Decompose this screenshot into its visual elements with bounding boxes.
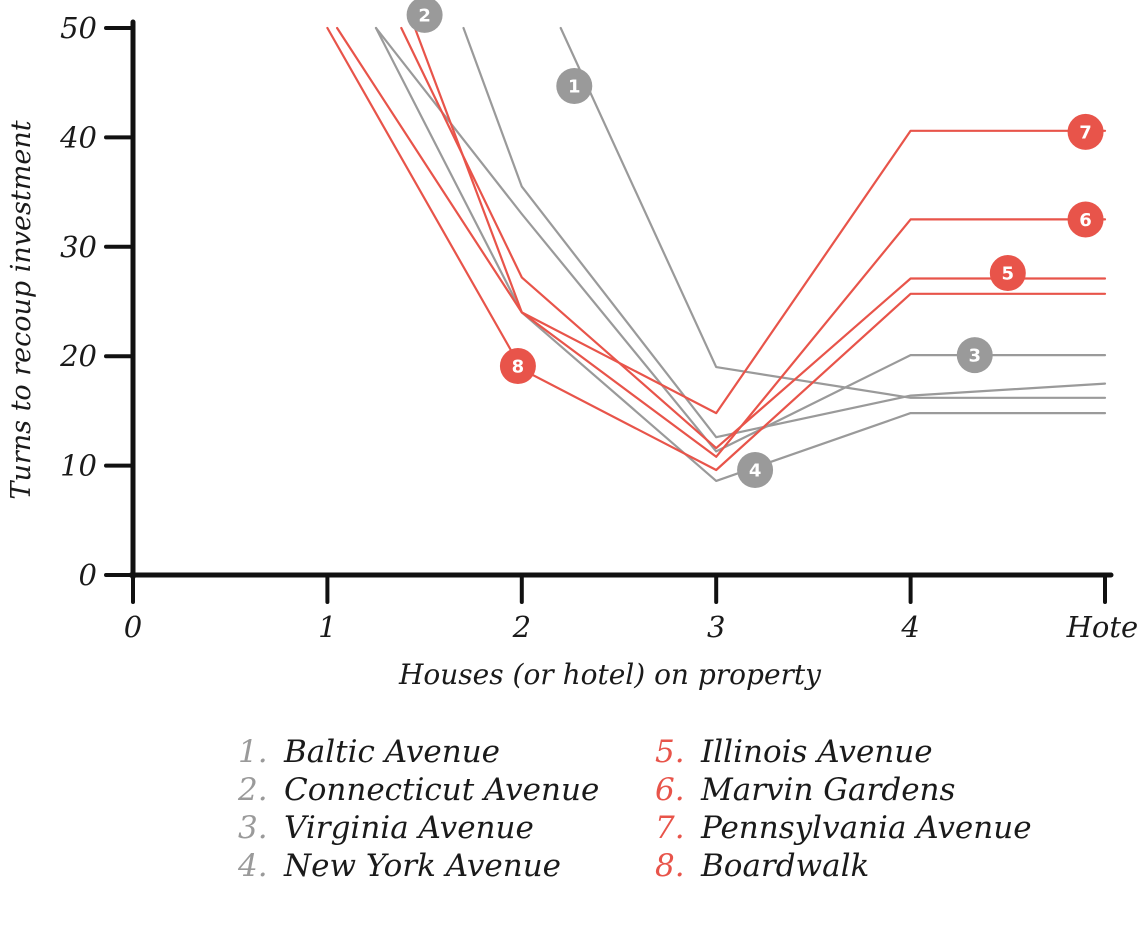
legend-number: 7. (655, 810, 685, 846)
series-marker-label: 3 (968, 346, 981, 367)
legend-label: Virginia Avenue (284, 810, 534, 846)
series-marker-circle (499, 348, 536, 385)
y-tick-label: 50 (60, 11, 97, 45)
series-marker-circle (956, 337, 993, 374)
series-marker-circle (1067, 113, 1104, 150)
legend-item: 2. Connecticut Avenue (238, 771, 599, 809)
y-tick-label: 40 (59, 120, 97, 154)
y-tick-label: 0 (79, 558, 97, 592)
legend-label: Connecticut Avenue (284, 772, 600, 808)
legend-item: 6. Marvin Gardens (655, 771, 1032, 809)
x-tick-label: 3 (707, 610, 725, 644)
legend-label: New York Avenue (284, 848, 562, 884)
legend-left: 1. Baltic Avenue 2. Connecticut Avenue 3. V… (238, 733, 599, 885)
legend-number: 3. (238, 810, 268, 846)
series-marker-label: 4 (749, 460, 762, 481)
y-tick-label: 30 (60, 230, 97, 264)
series-line-5 (400, 26, 1107, 450)
series-line-2 (462, 26, 1107, 439)
series-marker-circle (1067, 201, 1104, 238)
series-marker-1: 1 (556, 67, 593, 104)
series-line-8 (326, 26, 1107, 472)
series-marker-circle (406, 0, 443, 33)
marker-layer: 1 2 3 4 5 6 7 8 (406, 0, 1104, 488)
x-tick-label: 2 (512, 610, 531, 644)
series-marker-4: 4 (737, 451, 774, 488)
series-marker-5: 5 (989, 255, 1026, 292)
legend-number: 6. (655, 772, 685, 808)
legend-number: 5. (655, 734, 685, 770)
series-marker-label: 5 (1002, 264, 1015, 285)
series-marker-7: 7 (1067, 113, 1104, 150)
x-tick-label: 0 (124, 610, 142, 644)
legend-item: 8. Boardwalk (655, 847, 1032, 885)
series-line-7 (413, 26, 1107, 415)
legend-item: 3. Virginia Avenue (238, 809, 599, 847)
legend-label: Illinois Avenue (701, 734, 933, 770)
series-marker-label: 6 (1079, 210, 1092, 231)
legend-label: Pennsylvania Avenue (701, 810, 1032, 846)
legend-label: Baltic Avenue (284, 734, 501, 770)
x-tick-label: 4 (900, 610, 919, 644)
series-marker-label: 1 (568, 76, 581, 97)
series-line-4 (374, 26, 1107, 482)
legend-item: 1. Baltic Avenue (238, 733, 599, 771)
legend-number: 8. (655, 848, 685, 884)
series-marker-circle (737, 451, 774, 488)
series-marker-label: 2 (418, 5, 431, 26)
legend-label: Marvin Gardens (701, 772, 956, 808)
axes-layer: 0 10 20 30 40 50 0 1 2 3 4 Hotel (59, 11, 1139, 644)
series-layer (326, 26, 1107, 482)
y-tick-label: 10 (60, 449, 97, 483)
y-axis-label: Turns to recoup investment (6, 120, 37, 499)
series-marker-3: 3 (956, 337, 993, 374)
series-marker-label: 7 (1079, 122, 1092, 143)
x-tick-label: 1 (318, 610, 336, 644)
x-axis-label: Houses (or hotel) on property (398, 658, 822, 691)
series-marker-6: 6 (1067, 201, 1104, 238)
legend-number: 4. (238, 848, 268, 884)
series-marker-circle (556, 67, 593, 104)
series-line-6 (336, 26, 1107, 458)
series-marker-8: 8 (499, 348, 536, 385)
y-tick-label: 20 (59, 339, 97, 373)
legend-number: 2. (238, 772, 268, 808)
legend-item: 5. Illinois Avenue (655, 733, 1032, 771)
legend-label: Boardwalk (701, 848, 870, 884)
legend-item: 4. New York Avenue (238, 847, 599, 885)
series-marker-label: 8 (512, 357, 525, 378)
legend-right: 5. Illinois Avenue 6. Marvin Gardens 7. Pen… (655, 733, 1032, 885)
legend-number: 1. (238, 734, 268, 770)
chart: 0 10 20 30 40 50 0 1 2 3 4 Hotel 1 2 3 4 5 6 7 8 Turns to … (6, 0, 1139, 691)
series-marker-2: 2 (406, 0, 443, 33)
series-marker-circle (989, 255, 1026, 292)
x-tick-label: Hotel (1066, 610, 1139, 644)
legend-item: 7. Pennsylvania Avenue (655, 809, 1032, 847)
